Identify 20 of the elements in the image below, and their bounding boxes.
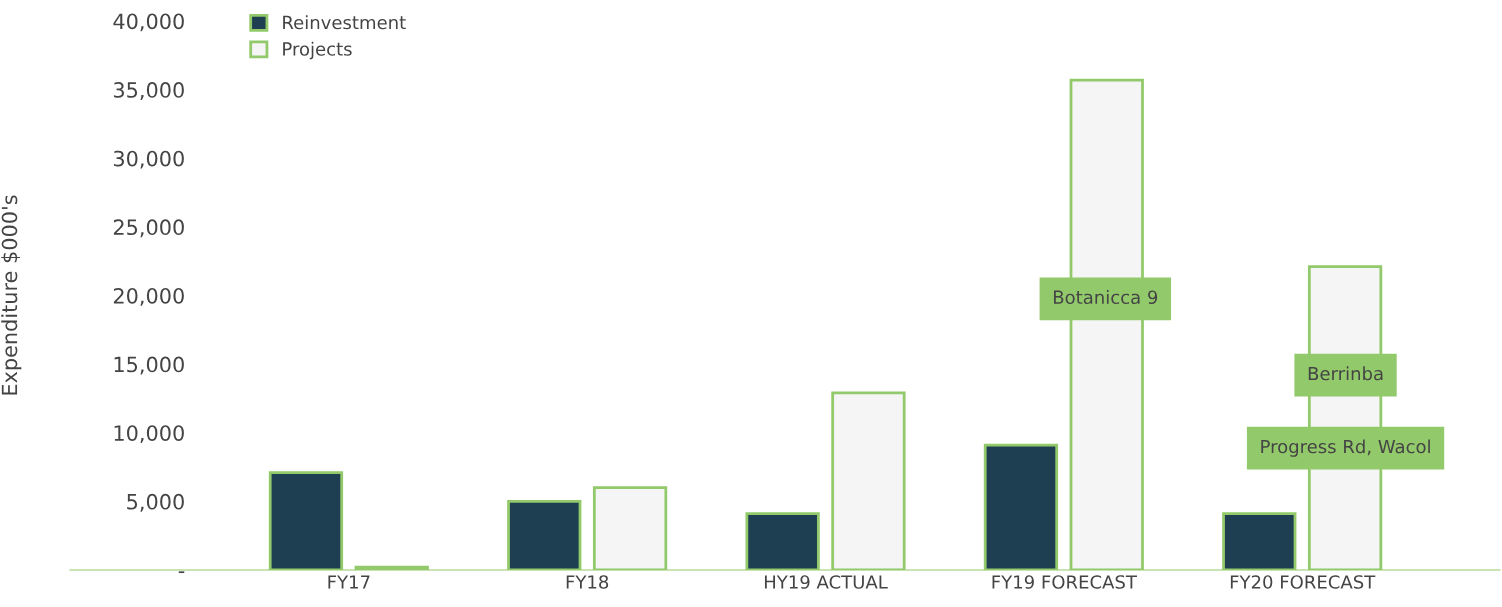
y-tick-label: 5,000 (127, 493, 184, 512)
x-tick-label: FY19 FORECAST (992, 575, 1137, 589)
y-tick-label: 10,000 (114, 425, 184, 444)
y-axis-title: Expenditure $000's (1, 195, 22, 395)
annotation: Berrinba (1308, 366, 1383, 381)
y-tick-label: 40,000 (113, 13, 184, 32)
x-tick-label: HY19 ACTUAL (764, 575, 888, 589)
annotation: Botanicca 9 (1054, 290, 1158, 305)
y-tick-label: 20,000 (113, 287, 184, 306)
y-tick-label: 15,000 (114, 356, 184, 375)
legend-label: Projects (283, 41, 352, 60)
y-tick-label: 30,000 (113, 150, 184, 169)
y-tick-label: 25,000 (113, 219, 184, 238)
y-tick-label: - (178, 571, 185, 574)
y-tick-label: 35,000 (113, 82, 184, 100)
x-tick-label: FY17 (328, 575, 370, 589)
x-tick-label: FY18 (566, 575, 609, 589)
x-tick-label: FY20 FORECAST (1230, 575, 1376, 589)
annotation: Progress Rd, Wacol (1261, 439, 1430, 457)
legend-label: Reinvestment (283, 15, 406, 30)
